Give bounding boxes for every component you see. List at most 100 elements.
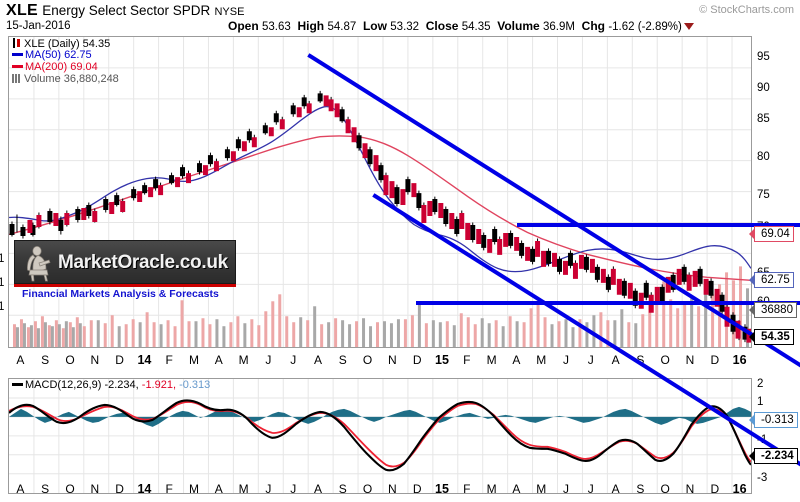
x-axis-tick-m: M [189,353,199,367]
macd-x-axis-tick-f: F [165,482,173,496]
macd-ytick-m3: -3 [757,472,768,484]
price-ytick-80: 80 [757,151,770,163]
macd-value-callout: -2.234 [754,448,798,464]
change-label: Chg [581,19,605,33]
x-axis-tick-14: 14 [137,353,152,367]
x-axis-tick-j: J [563,353,569,367]
macd-x-axis-tick-n: N [90,482,100,496]
chart-title: XLE Energy Select Sector SPDR NYSE [6,2,244,20]
macd-x-axis-tick-m: M [486,482,497,496]
stockcharts-credit: © StockCharts.com [699,4,794,16]
watermark-brand: MarketOracle.co.uk [58,252,228,273]
macd-x-axis-tick-a: A [313,482,323,496]
x-axis-tick-n: N [685,353,695,367]
exchange-name: NYSE [214,6,245,18]
change-value: -1.62 (-2.89%) [608,21,682,33]
macd-ytick-m1: -1 [757,434,768,446]
x-axis-tick-a: A [16,353,25,367]
macd-gridlines [9,379,751,493]
x-axis-tick-o: O [65,353,75,367]
watermark-tagline: Financial Markets Analysis & Forecasts [22,288,219,300]
macd-x-axis-tick-o: O [660,482,670,496]
price-chart-panel: XLE (Daily) 54.35 MA(50) 62.75 MA(200) 6… [8,36,752,348]
x-axis-tick-j: J [290,353,297,367]
price-ytick-90: 90 [757,82,770,94]
company-name: Energy Select Sector SPDR [42,3,211,18]
ticker-symbol: XLE [6,2,39,19]
macd-x-axis-tick-s: S [41,482,50,496]
x-axis-tick-a: A [313,353,323,367]
volume-label: Volume [497,19,540,33]
macd-ytick-2: 2 [757,378,764,390]
close-label: Close [425,19,459,33]
macd-chart-panel: MACD(12,26,9) -2.234, -1.921, -0.313 [8,378,752,494]
x-axis-tick-a: A [214,353,223,367]
x-axis-tick-n: N [388,353,397,367]
price-ytick-95: 95 [757,51,770,63]
x-axis-tick-f: F [463,353,471,367]
macd-x-axis-tick-j: J [265,482,272,496]
macd-x-axis-tick-o: O [362,482,373,496]
x-axis-tick-o: O [362,353,373,367]
price-ytick-75: 75 [757,189,770,201]
x-axis-tick-d: D [412,353,422,367]
high-label: High [297,19,325,33]
macd-x-axis-tick-o: O [65,482,75,496]
x-axis-tick-j: J [265,353,272,367]
macd-x-axis-tick-a: A [611,482,620,496]
watermark-bar [14,240,236,284]
macd-x-axis-tick-d: D [115,482,124,496]
open-value: 53.63 [262,21,291,33]
macd-x-axis-tick-d: D [710,482,720,496]
x-axis-tick-s: S [338,353,347,367]
open-label: Open [228,19,259,33]
x-axis-tick-a: A [611,353,620,367]
macd-x-axis-tick-m: M [238,482,249,496]
macd-x-axis-tick-m: M [189,482,199,496]
volume-ytick-3: 1 [0,301,5,313]
volume-value: 36.9M [543,21,575,33]
x-axis-tick-n: N [90,353,100,367]
macd-signal-line [9,401,751,468]
x-axis-tick-f: F [165,353,173,367]
ohlc-quote-bar: Open 53.63 High 54.87 Low 53.32 Close 54… [228,19,694,33]
ma50-callout: 62.75 [754,272,794,288]
macd-x-axis-tick-f: F [463,482,471,496]
price-ytick-85: 85 [757,113,770,125]
x-axis-tick-s: S [636,353,645,367]
oracle-figure-icon [27,246,51,282]
change-down-arrow-icon [683,23,694,31]
low-label: Low [362,19,387,33]
macd-x-axis-tick-15: 15 [435,482,449,496]
x-axis-tick-16: 16 [732,353,747,367]
volume-callout: 36880 [754,302,797,318]
volume-ytick-1: 1 [0,253,5,265]
candlestick-series [9,90,751,343]
x-axis-tick-a: A [512,353,521,367]
x-axis-tick-j: J [587,353,594,367]
macd-x-axis-tick-j: J [563,482,569,496]
macd-x-axis-tick-n: N [388,482,397,496]
x-axis-tick-o: O [660,353,670,367]
macd-x-axis-tick-n: N [685,482,695,496]
macd-x-axis-tick-d: D [412,482,422,496]
watermark-divider [14,284,236,287]
x-axis-tick-m: M [486,353,497,367]
volume-ytick-2: 1 [0,277,5,289]
price-plot [9,37,751,347]
x-axis-tick-s: S [41,353,50,367]
macd-x-axis-tick-j: J [290,482,297,496]
macd-x-axis-tick-14: 14 [137,482,152,496]
x-axis-tick-m: M [536,353,547,367]
x-axis-tick-15: 15 [435,353,449,367]
macd-x-axis-tick-s: S [338,482,347,496]
macd-x-axis-tick-a: A [214,482,223,496]
macd-x-axis-tick-a: A [512,482,521,496]
low-value: 53.32 [390,21,420,33]
macd-plot [9,379,751,493]
ma200-callout: 69.04 [754,226,794,242]
macd-x-axis-tick-s: S [636,482,645,496]
quote-date: 15-Jan-2016 [6,20,71,32]
marketoracle-watermark: MarketOracle.co.uk Financial Markets Ana… [14,240,236,300]
